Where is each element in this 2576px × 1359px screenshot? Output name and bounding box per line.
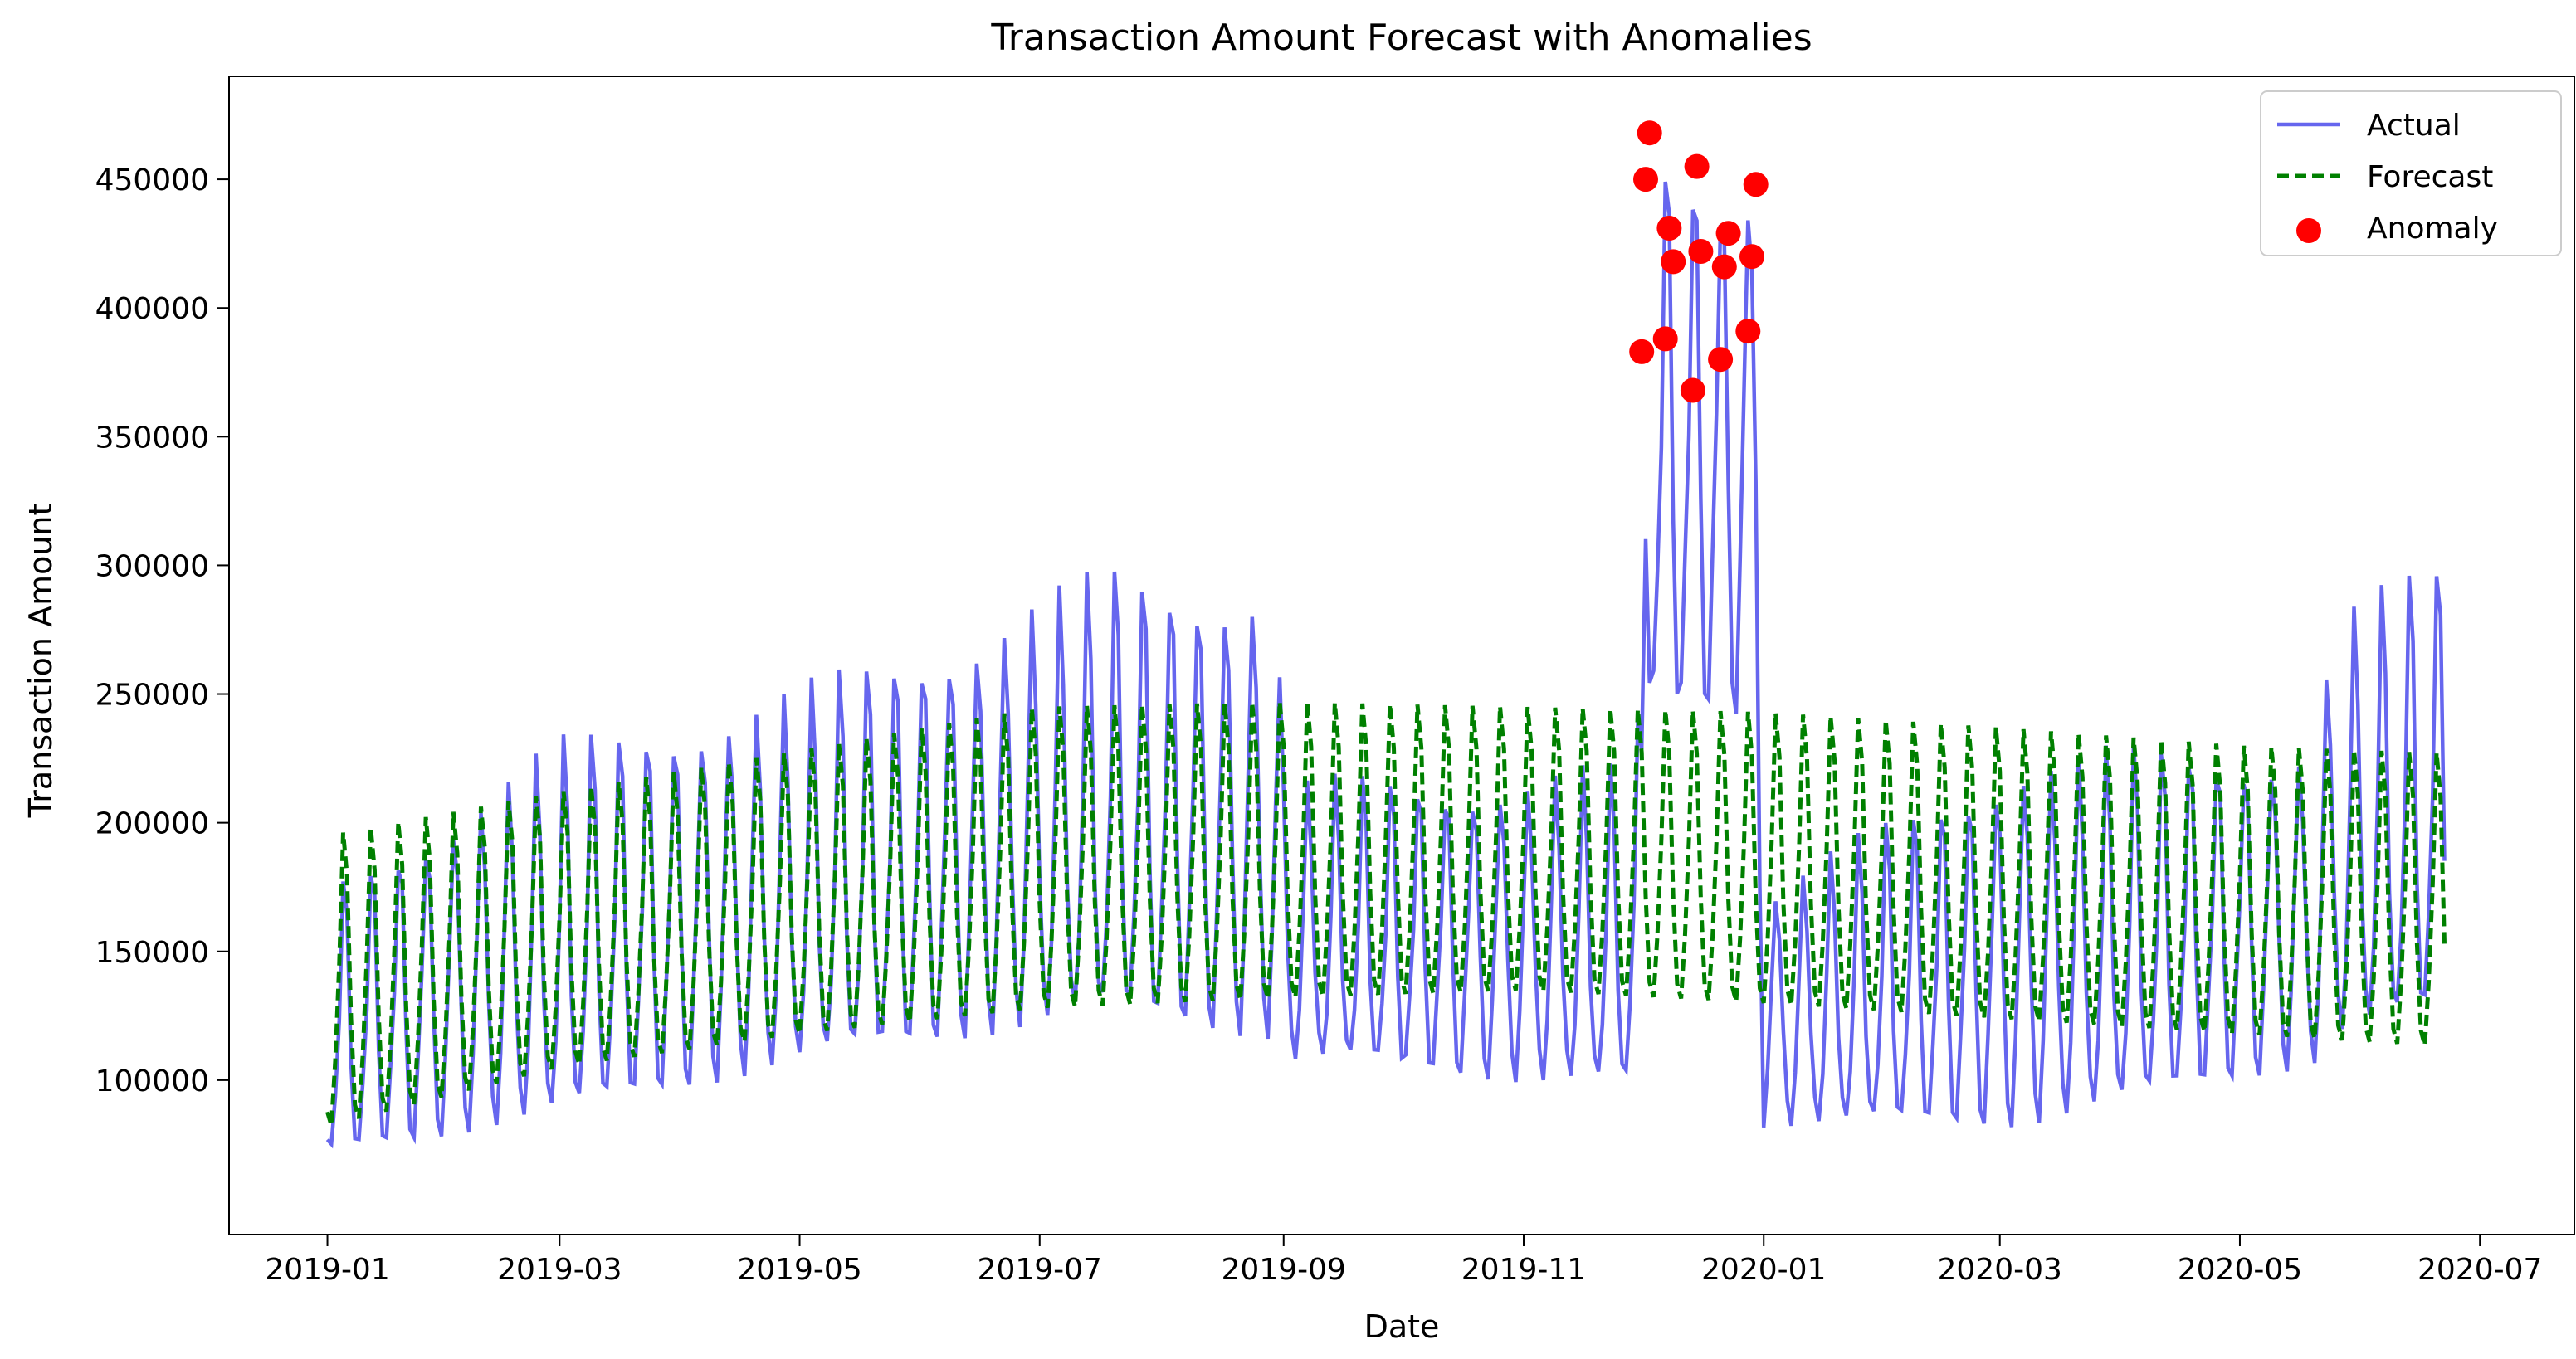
x-tick-label: 2020-07 [2417,1253,2542,1287]
y-tick-label: 250000 [95,679,209,713]
y-axis-label: Transaction Amount [22,504,59,819]
anomaly-point [1661,249,1686,275]
y-tick-label: 100000 [95,1064,209,1098]
anomaly-point [1637,120,1662,146]
anomaly-point [1708,347,1734,373]
legend-item-forecast: Forecast [2277,160,2493,194]
legend-label: Anomaly [2367,212,2498,246]
x-tick-label: 2019-09 [1222,1253,1346,1287]
anomaly-point [1739,244,1764,270]
anomaly-point [1680,378,1705,403]
anomaly-point [1715,221,1741,246]
anomaly-point [1684,153,1710,179]
y-axis: 100000 150000 200000 250000 300000 350000 4000… [95,163,229,1098]
x-tick-label: 2019-03 [497,1253,622,1287]
legend-item-actual: Actual [2277,109,2461,143]
y-tick-label: 400000 [95,292,209,326]
plot-area [229,76,2574,1235]
anomaly-point [1688,239,1714,264]
x-tick-label: 2020-01 [1701,1253,1826,1287]
legend-swatch [2296,218,2321,243]
legend-item-anomaly: Anomaly [2296,212,2498,246]
anomaly-point [1633,167,1658,192]
legend-label: Actual [2367,109,2461,143]
x-tick-label: 2019-05 [737,1253,861,1287]
x-axis: 2019-01 2019-03 2019-05 2019-07 2019-09 2019-… [265,1235,2542,1287]
anomaly-point [1735,319,1761,344]
x-tick-label: 2019-07 [978,1253,1102,1287]
legend-box [2260,90,2562,256]
y-tick-label: 150000 [95,936,209,970]
anomaly-point [1652,326,1678,352]
y-tick-label: 300000 [95,549,209,583]
anomaly-point [1711,254,1737,280]
anomaly-point [1629,339,1655,364]
chart-title: Transaction Amount Forecast with Anomali… [990,17,1812,59]
y-tick-label: 450000 [95,163,209,197]
y-tick-label: 200000 [95,807,209,841]
anomaly-point [1743,172,1769,197]
y-tick-label: 350000 [95,421,209,455]
legend: Actual Forecast Anomaly [2260,90,2562,256]
anomaly-point [1656,216,1682,241]
x-tick-label: 2020-05 [2178,1253,2302,1287]
x-axis-label: Date [1364,1308,1440,1345]
legend-label: Forecast [2367,160,2493,194]
series-line-forecast [325,701,2447,1127]
x-tick-label: 2020-03 [1938,1253,2062,1287]
plot-frame [228,76,2575,1235]
plot-border [228,76,2575,1235]
x-tick-label: 2019-01 [265,1253,389,1287]
x-tick-label: 2019-11 [1461,1253,1586,1287]
